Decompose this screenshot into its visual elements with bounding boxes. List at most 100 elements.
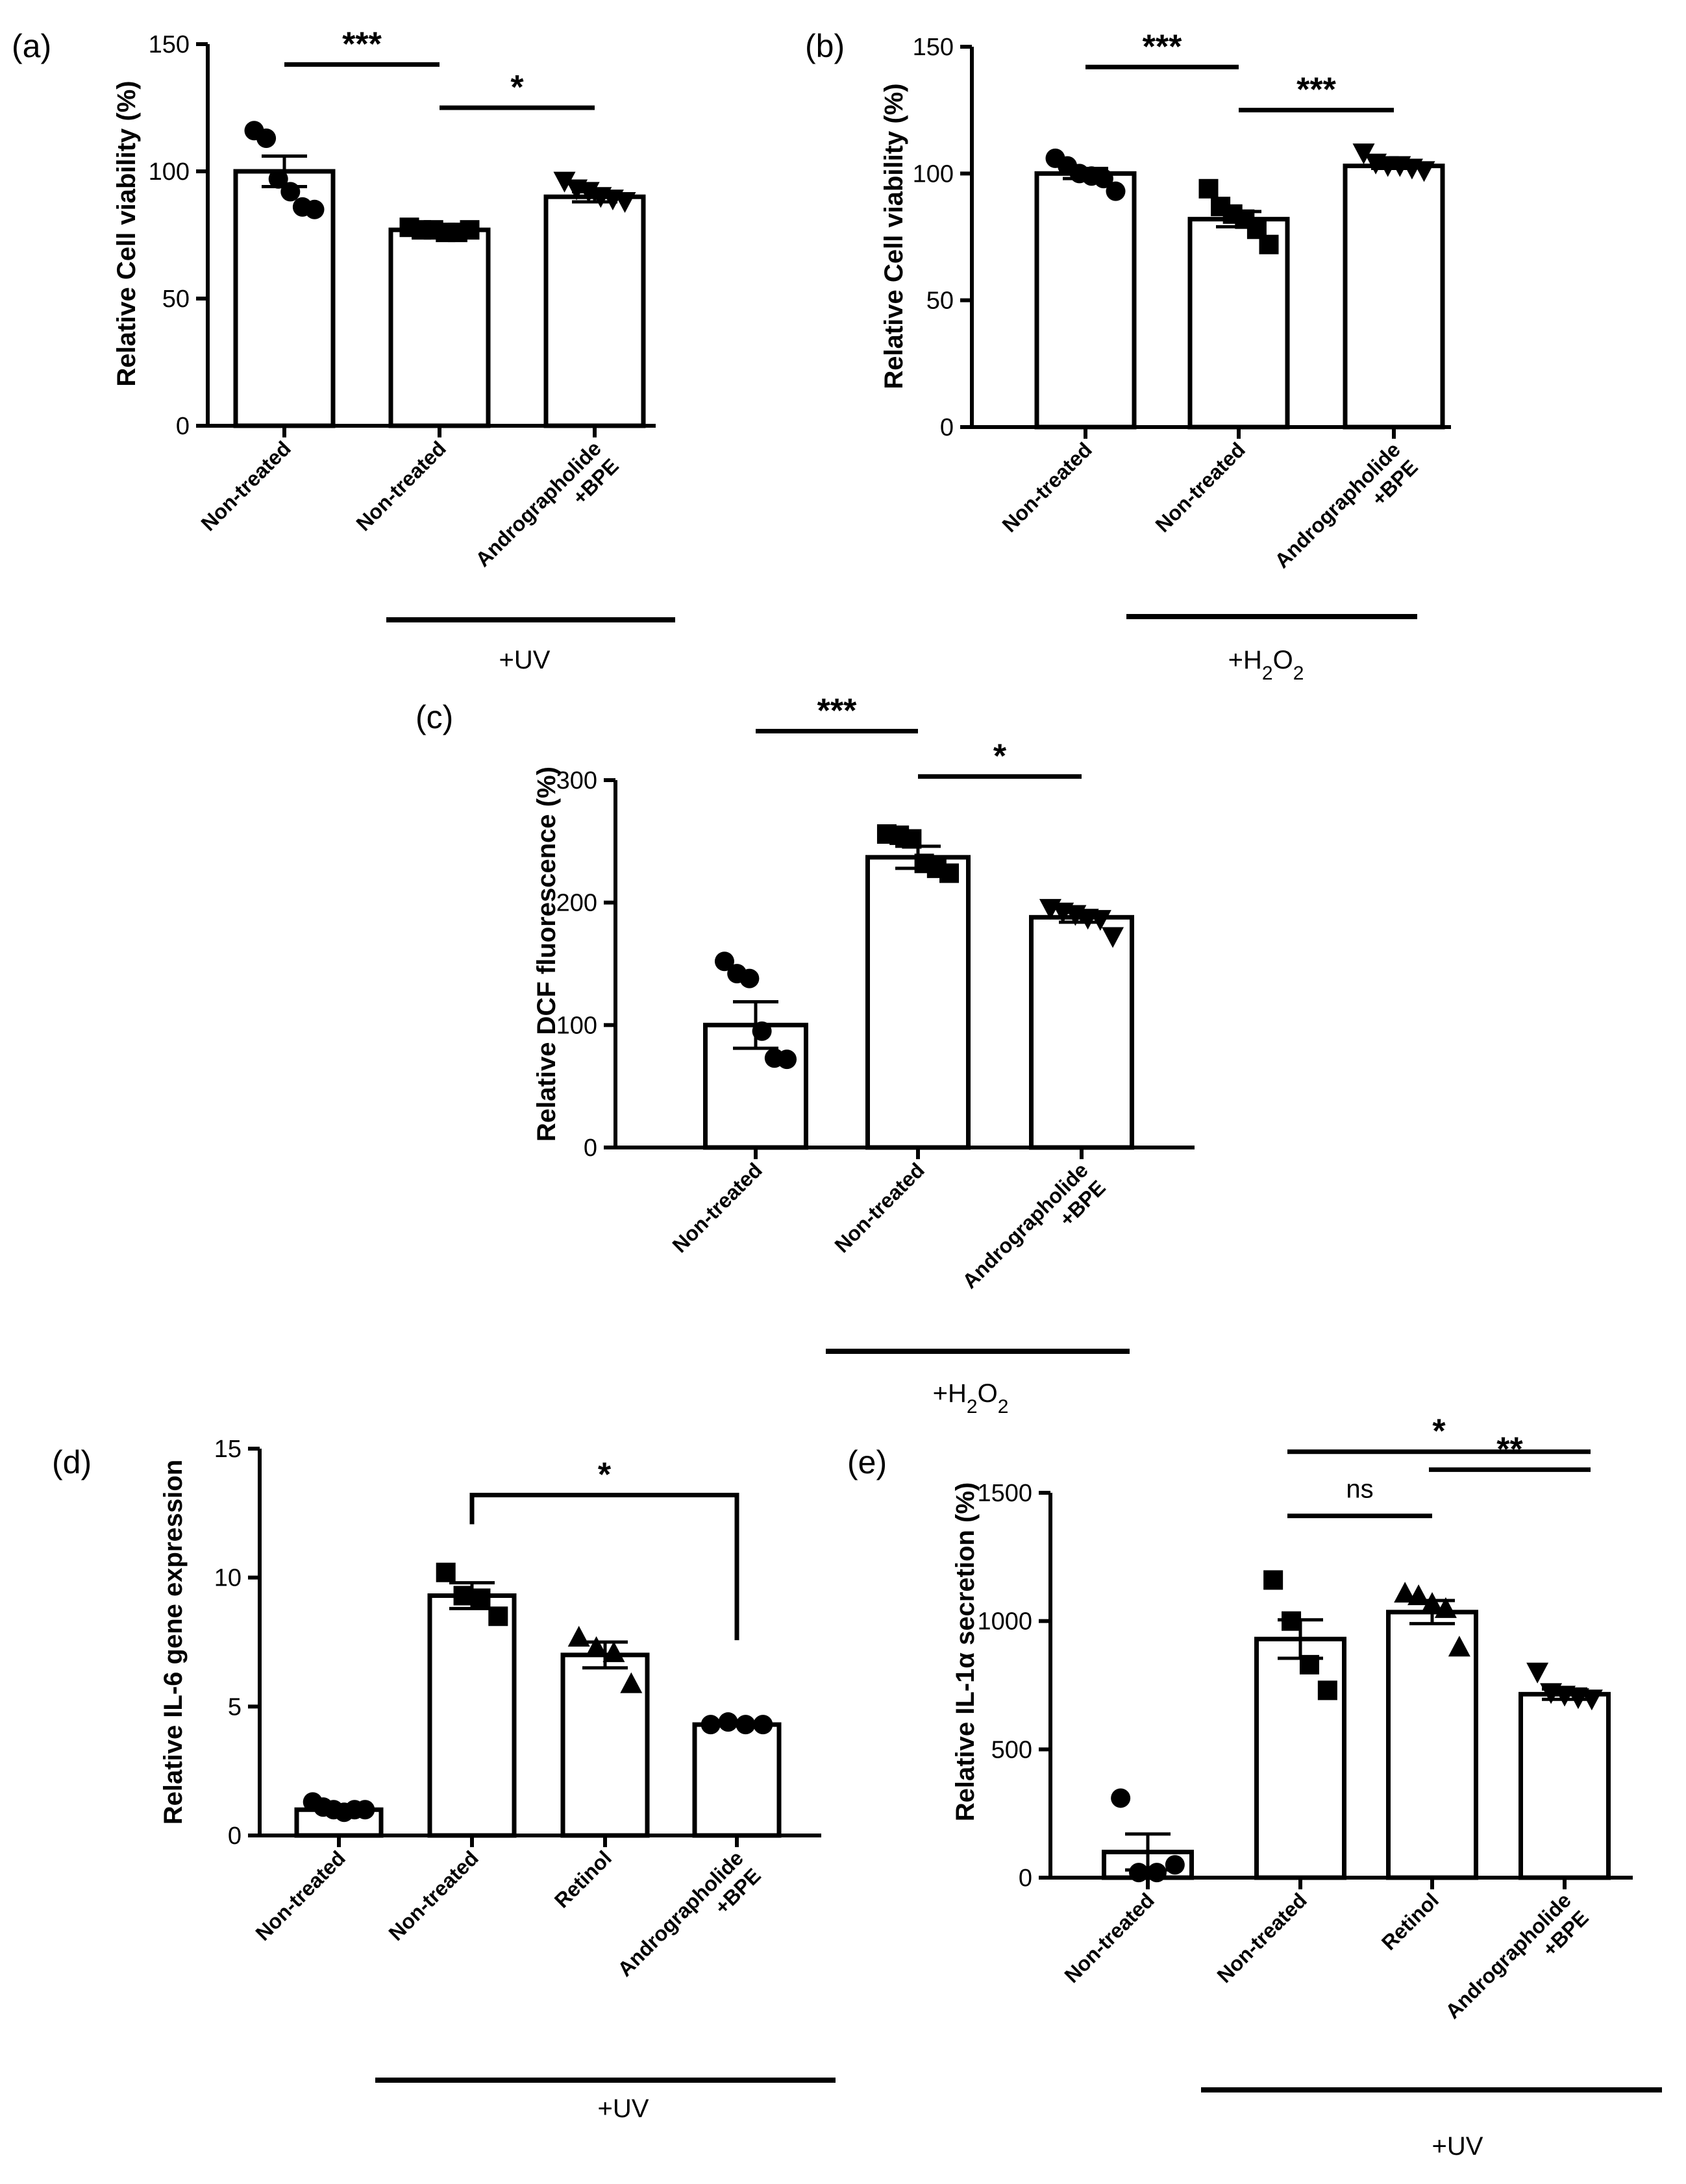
- significance-bracket-d-1: [469, 1493, 739, 1641]
- data-point-b-1: [1093, 169, 1113, 189]
- category-label-e-4: Andrographolide+BPE: [1441, 1888, 1593, 2041]
- significance-label-e-2: ns: [1346, 1475, 1373, 1504]
- y-tick-label-e: 500: [991, 1736, 1032, 1763]
- data-point-e-2: [1317, 1680, 1337, 1700]
- y-tick-label-b: 50: [926, 288, 954, 315]
- y-tick-label-a: 50: [162, 286, 190, 313]
- y-tick-label-c: 300: [556, 767, 597, 794]
- y-tick-label-d: 0: [228, 1822, 242, 1850]
- data-point-d-3: [602, 1641, 625, 1662]
- panel-label-e: (e): [847, 1444, 887, 1480]
- significance-label-b-1: ***: [1143, 28, 1182, 66]
- bar-a-3: [543, 194, 646, 428]
- data-point-c-1: [739, 968, 760, 988]
- data-point-e-4: [1526, 1662, 1549, 1684]
- data-point-e-3: [1421, 1591, 1443, 1613]
- significance-label-c-2: *: [993, 737, 1007, 775]
- y-tick-label-b: 100: [913, 160, 954, 188]
- panel-label-b: (b): [805, 28, 845, 64]
- category-label-b-1: Non-treated: [998, 437, 1097, 536]
- treatment-label-e: +UV: [1432, 2132, 1483, 2161]
- data-point-c-2: [939, 863, 960, 883]
- treatment-label-d: +UV: [598, 2094, 649, 2123]
- data-point-d-3: [585, 1636, 608, 1657]
- category-label-a-3: Andrographolide+BPE: [471, 436, 623, 589]
- category-label-d-1: Non-treated: [251, 1846, 350, 1945]
- y-tick-label-a: 150: [149, 31, 190, 58]
- data-point-d-3: [620, 1672, 643, 1693]
- y-tick-label-e: 1000: [977, 1608, 1032, 1636]
- data-point-d-2: [471, 1588, 491, 1608]
- y-tick-label-c: 0: [584, 1135, 597, 1162]
- data-point-a-3: [614, 192, 636, 214]
- data-point-e-1: [1129, 1863, 1149, 1883]
- data-point-e-3: [1394, 1582, 1417, 1603]
- significance-label-a-1: ***: [342, 25, 382, 63]
- bar-b-3: [1343, 164, 1445, 430]
- data-point-b-1: [1106, 181, 1126, 201]
- category-label-b-3: Andrographolide+BPE: [1270, 437, 1422, 590]
- significance-label-c-1: ***: [817, 693, 857, 730]
- significance-label-e-3: **: [1496, 1430, 1523, 1468]
- data-point-d-2: [488, 1606, 508, 1626]
- y-tick-label-b: 150: [913, 34, 954, 61]
- data-point-c-3: [1102, 927, 1124, 948]
- data-point-c-3: [1089, 910, 1111, 931]
- data-point-e-3: [1434, 1597, 1457, 1618]
- y-tick-label-e: 1500: [977, 1480, 1032, 1507]
- bar-c-2: [865, 855, 971, 1150]
- bar-d-4: [692, 1722, 782, 1838]
- significance-label-b-2: ***: [1296, 71, 1336, 109]
- data-point-e-4: [1580, 1689, 1603, 1711]
- data-point-e-2: [1299, 1654, 1319, 1675]
- data-point-a-1: [256, 129, 277, 149]
- data-point-b-3: [1413, 161, 1435, 182]
- data-point-b-3: [1352, 143, 1375, 165]
- data-point-e-1: [1111, 1788, 1131, 1808]
- data-point-e-2: [1282, 1611, 1302, 1631]
- data-point-d-3: [567, 1626, 590, 1647]
- y-tick-label-b: 0: [940, 414, 954, 441]
- y-tick-label-c: 100: [556, 1012, 597, 1039]
- y-tick-label-a: 100: [149, 158, 190, 186]
- y-tick-label-a: 0: [176, 413, 190, 440]
- panel-label-a: (a): [12, 28, 51, 64]
- category-label-e-2: Non-treated: [1213, 1888, 1311, 1987]
- bar-e-2: [1254, 1636, 1346, 1880]
- bar-d-2: [427, 1593, 517, 1838]
- category-label-d-2: Non-treated: [384, 1846, 483, 1945]
- data-point-e-1: [1147, 1863, 1167, 1883]
- panel-label-c: (c): [415, 699, 453, 735]
- y-axis-title-b: Relative Cell viability (%): [880, 83, 908, 389]
- category-label-d-4: Andrographolide+BPE: [613, 1846, 765, 1998]
- data-point-e-2: [1263, 1570, 1283, 1590]
- data-point-c-2: [902, 829, 922, 849]
- data-point-e-1: [1165, 1855, 1185, 1875]
- data-point-c-1: [777, 1049, 797, 1070]
- bar-c-3: [1029, 914, 1134, 1150]
- data-point-a-3: [553, 171, 576, 193]
- data-point-e-3: [1407, 1584, 1430, 1606]
- significance-label-d-1: *: [598, 1456, 612, 1494]
- data-point-d-1: [355, 1800, 375, 1820]
- y-tick-label-d: 10: [214, 1565, 242, 1592]
- data-point-d-4: [753, 1715, 773, 1735]
- category-label-c-1: Non-treated: [668, 1158, 767, 1257]
- data-point-a-2: [460, 220, 480, 240]
- y-axis-title-d: Relative IL-6 gene expression: [159, 1460, 188, 1824]
- y-tick-label-d: 15: [214, 1436, 242, 1463]
- significance-label-e-1: *: [1432, 1413, 1446, 1451]
- bar-e-4: [1519, 1691, 1611, 1880]
- y-axis-title-e: Relative IL-1α secretion (%): [951, 1482, 980, 1822]
- category-label-a-1: Non-treated: [197, 436, 295, 535]
- data-point-a-1: [280, 182, 301, 202]
- data-point-d-4: [736, 1715, 756, 1735]
- data-point-a-1: [268, 169, 288, 189]
- category-label-b-2: Non-treated: [1151, 437, 1250, 536]
- category-label-e-1: Non-treated: [1060, 1888, 1159, 1987]
- data-point-c-1: [752, 1021, 772, 1041]
- panel-label-d: (d): [52, 1444, 92, 1480]
- category-label-c-3: Andrographolide+BPE: [958, 1158, 1110, 1310]
- bar-a-2: [388, 227, 491, 428]
